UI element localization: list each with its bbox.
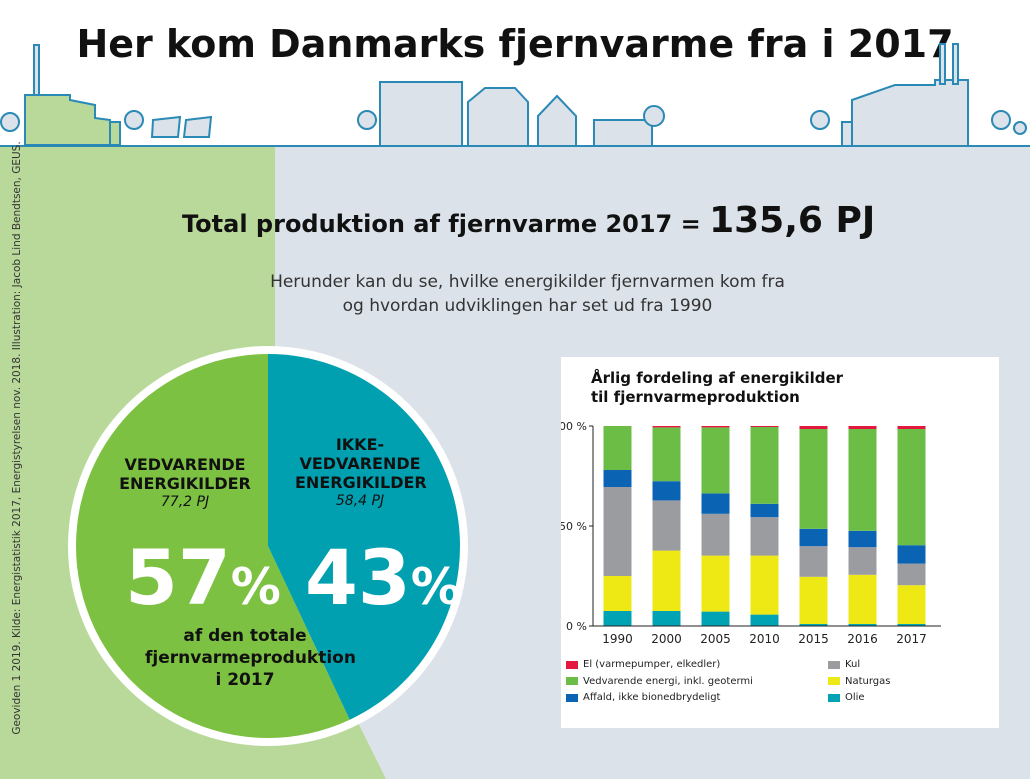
legend-label: El (varmepumper, elkedler) (583, 659, 721, 670)
bar-segment (701, 426, 730, 428)
bar-segment (701, 513, 730, 556)
bar-segment (652, 427, 681, 482)
pie-slice-nonrenewable (268, 354, 461, 720)
legend-swatch (566, 677, 578, 685)
pie-slice-renewable (76, 354, 350, 738)
bar-segment (701, 611, 730, 626)
x-tick-label: 2000 (651, 632, 682, 646)
bar-chart-panel: 1990 2000 2005 2010 2015 2016 2017 0 % 50 % 100 %… (561, 357, 999, 728)
legend-item: Kul (828, 659, 860, 670)
bar-segment (603, 470, 632, 487)
legend-item: Vedvarende energi, inkl. geotermi (566, 676, 753, 687)
subtitle-line: og hvordan udviklingen har set ud fra 19… (342, 296, 713, 316)
bar-segment (897, 585, 926, 624)
bar-segment (750, 555, 779, 615)
bar-segment (701, 427, 730, 494)
skyline-illustration (0, 43, 1030, 147)
legend-item: Olie (828, 692, 865, 703)
x-tick-label: 2005 (700, 632, 731, 646)
bar-segment (652, 500, 681, 551)
source-credit: Geoviden 1 2019. Kilde: Energistatistik … (11, 141, 23, 735)
bar-segment (897, 563, 926, 586)
total-production: Total produktion af fjernvarme 2017 = 13… (182, 200, 875, 241)
bar-segment (750, 517, 779, 556)
renewable-percent: 57% (125, 533, 281, 622)
bar-segment (603, 576, 632, 611)
page-title: Her kom Danmarks fjernvarme fra i 2017 (76, 22, 954, 66)
legend-label: Affald, ikke bionedbrydeligt (583, 692, 721, 703)
bar-segment (603, 487, 632, 576)
bar-segment (603, 426, 632, 470)
legend-label: Vedvarende energi, inkl. geotermi (583, 675, 753, 687)
bar-segment (799, 528, 828, 547)
bar-segment (701, 555, 730, 612)
legend-swatch (566, 693, 578, 702)
bar-segment (652, 611, 681, 626)
x-tick-label: 2017 (896, 632, 927, 646)
y-tick-label: 100 % (561, 420, 587, 433)
x-tick-label: 2015 (798, 632, 829, 646)
chart-title: Årlig fordeling af energikilder til fjern… (591, 369, 844, 406)
bar-segment (652, 426, 681, 428)
total-label: Total produktion af fjernvarme 2017 = (182, 210, 701, 238)
bar-segment (799, 576, 828, 624)
bar-segment (750, 614, 779, 626)
legend-label: Olie (845, 692, 865, 703)
bar-segment (848, 574, 877, 624)
x-tick-label: 2016 (847, 632, 878, 646)
subtitle-line: Herunder kan du se, hvilke energikilder … (270, 272, 785, 292)
bar-segment (652, 481, 681, 501)
bar-segment (799, 426, 828, 429)
pie-caption: af den totale fjernvarmeproduktion i 2017 (145, 626, 356, 690)
bar-segment (897, 545, 926, 564)
bar-segment (897, 624, 926, 626)
stacked-bar-chart: 1990 2000 2005 2010 2015 2016 2017 0 % 50 % 100 % (561, 420, 941, 646)
total-value: 135,6 PJ (709, 200, 876, 241)
subtitle: Herunder kan du se, hvilke energikilder … (0, 270, 1030, 318)
bar-segment (848, 624, 877, 626)
bar-segment (848, 426, 877, 429)
bar-segment (848, 530, 877, 548)
legend-swatch (828, 693, 840, 702)
legend-item: Affald, ikke bionedbrydeligt (566, 692, 720, 703)
x-tick-label: 2010 (749, 632, 780, 646)
bar-segment (799, 429, 828, 529)
bar-segment (897, 429, 926, 546)
y-tick-label: 0 % (566, 620, 587, 633)
x-tick-label: 1990 (602, 632, 633, 646)
bar-segment (897, 426, 926, 429)
bar-segment (603, 611, 632, 626)
legend-swatch (828, 677, 840, 685)
bar-segment (750, 503, 779, 518)
pie-chart: VEDVARENDE ENERGIKILDER 77,2 PJ IKKE- VEDVA… (65, 343, 471, 749)
bar-segment (701, 493, 730, 514)
nonrenewable-label: IKKE- VEDVARENDE ENERGIKILDER 58,4 PJ (295, 435, 427, 509)
legend-label: Kul (845, 659, 861, 670)
nonrenewable-percent: 43% (305, 533, 461, 622)
bar-segment (848, 429, 877, 531)
bar-segment (652, 550, 681, 611)
bar-segment (848, 547, 877, 575)
bar-segment (799, 624, 828, 626)
legend-item: Naturgas (828, 676, 891, 687)
bar-segment (750, 426, 779, 427)
legend-swatch (828, 660, 840, 669)
legend-label: Naturgas (845, 675, 891, 687)
y-tick-label: 50 % (561, 520, 587, 533)
renewable-label: VEDVARENDE ENERGIKILDER 77,2 PJ (119, 455, 251, 510)
bar-segment (750, 427, 779, 504)
bar-segment (799, 546, 828, 577)
legend-item: El (varmepumper, elkedler) (566, 659, 720, 670)
legend-swatch (566, 660, 578, 669)
